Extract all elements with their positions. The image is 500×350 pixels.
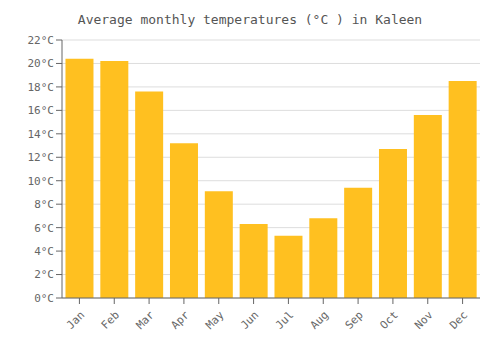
svg-text:Oct: Oct [377, 309, 400, 332]
svg-text:Apr: Apr [168, 308, 192, 332]
svg-text:Nov: Nov [412, 308, 436, 332]
svg-text:Feb: Feb [99, 309, 122, 332]
svg-text:6°C: 6°C [34, 222, 54, 235]
svg-text:2°C: 2°C [34, 268, 54, 281]
svg-text:0°C: 0°C [34, 292, 54, 305]
svg-text:Sep: Sep [343, 309, 366, 332]
svg-text:Jul: Jul [273, 309, 296, 332]
svg-text:8°C: 8°C [34, 198, 54, 211]
svg-text:20°C: 20°C [28, 57, 55, 70]
svg-text:Aug: Aug [308, 309, 331, 332]
svg-text:Jan: Jan [64, 309, 87, 332]
svg-text:Jun: Jun [238, 309, 261, 332]
svg-text:22°C: 22°C [28, 34, 55, 47]
html-text:Average monthly temperatures (: Average monthly temperatures (°C ) in Ka… [77, 12, 423, 27]
svg-text:10°C: 10°C [28, 175, 55, 188]
svg-text:18°C: 18°C [28, 81, 55, 94]
svg-text:16°C: 16°C [28, 104, 55, 117]
svg-text:4°C: 4°C [34, 245, 54, 258]
svg-text:Dec: Dec [447, 309, 470, 332]
svg-text:May: May [203, 308, 227, 332]
svg-text:Mar: Mar [134, 308, 158, 332]
svg-text:14°C: 14°C [28, 128, 55, 141]
svg-text:12°C: 12°C [28, 151, 55, 164]
